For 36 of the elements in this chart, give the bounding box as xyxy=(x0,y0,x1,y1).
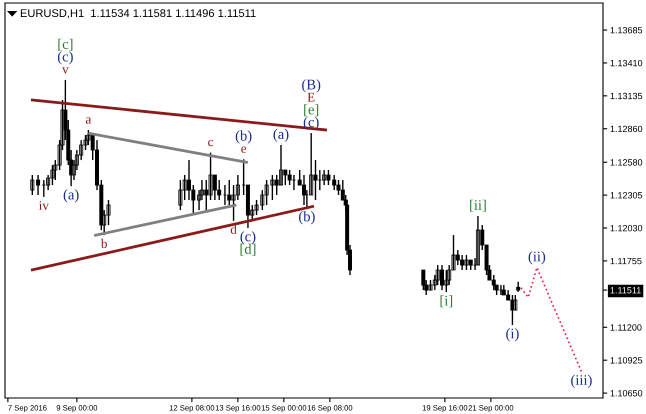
annotation: (b) xyxy=(299,211,315,224)
annotation: iv xyxy=(38,201,49,210)
annotation: e xyxy=(241,146,246,153)
y-tick-label: 1.13685 xyxy=(610,27,642,34)
chart-title: EURUSD,H1 1.11534 1.11581 1.11496 1.11511 xyxy=(20,9,256,18)
y-tick-label: 1.11511 xyxy=(610,287,641,294)
y-tick-label: 1.12305 xyxy=(610,192,642,198)
annotation: (b) xyxy=(236,130,252,144)
y-tick-label: 1.12580 xyxy=(610,159,642,166)
annotation: (B) xyxy=(302,79,320,92)
annotation: b xyxy=(100,238,107,248)
annotation: [d] xyxy=(240,244,256,256)
annotation: E xyxy=(308,92,315,102)
annotation: c xyxy=(208,140,214,146)
y-tick-label: 1.13410 xyxy=(610,60,642,66)
annotation: (a) xyxy=(274,128,288,142)
annotation: (c) xyxy=(304,116,319,130)
annotation: (ii) xyxy=(528,251,546,264)
y-tick-label: 1.11755 xyxy=(610,258,642,264)
annotation: [i] xyxy=(440,295,452,308)
annotation: [ii] xyxy=(470,200,486,212)
annotation: (a) xyxy=(64,189,79,202)
y-tick-label: 1.10650 xyxy=(610,390,642,396)
annotation: (c) xyxy=(58,51,73,64)
y-tick-label: 1.13135 xyxy=(610,92,642,100)
y-tick-label: 1.10925 xyxy=(610,357,642,364)
annotation: (iii) xyxy=(571,374,592,388)
annotation: (c) xyxy=(240,231,256,244)
annotation: [c] xyxy=(58,38,72,51)
annotation: [e] xyxy=(304,104,318,116)
annotation: (i) xyxy=(506,328,519,342)
annotation: v xyxy=(62,67,69,74)
y-tick-label: 1.12030 xyxy=(610,224,642,232)
y-tick-label: 1.11200 xyxy=(610,324,642,331)
annotation: a xyxy=(86,117,92,124)
y-tick-label: 1.12860 xyxy=(610,126,642,132)
